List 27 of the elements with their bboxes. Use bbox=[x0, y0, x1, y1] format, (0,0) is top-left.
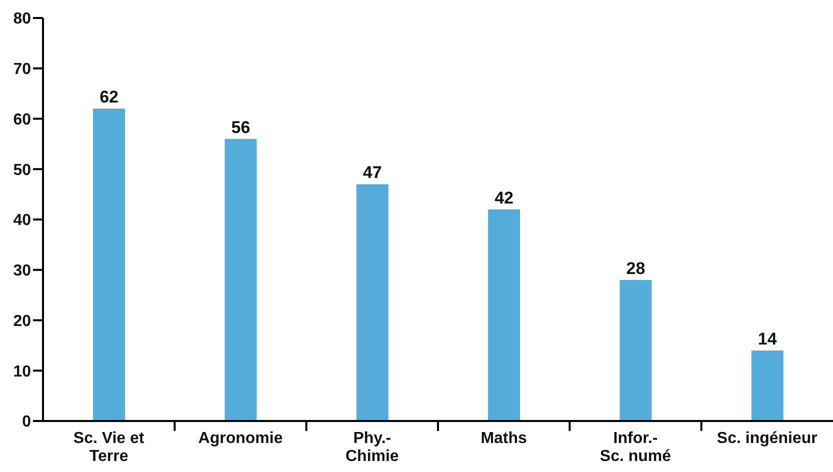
y-tick-label: 10 bbox=[13, 363, 32, 380]
y-tick-label: 30 bbox=[13, 262, 32, 280]
x-tick-label: Maths bbox=[480, 430, 528, 447]
y-tick-label: 70 bbox=[13, 61, 32, 78]
y-tick-label: 80 bbox=[13, 10, 32, 28]
x-tick-label: Agronomie bbox=[198, 430, 283, 447]
data-label: 14 bbox=[758, 329, 778, 348]
y-tick-label: 50 bbox=[13, 162, 32, 179]
bar bbox=[488, 209, 520, 421]
x-tick-label: Phy.-Chimie bbox=[345, 430, 399, 465]
x-tick-label: Sc. Vie et Terre bbox=[73, 430, 145, 465]
bar bbox=[93, 108, 126, 421]
y-tick-label: 60 bbox=[13, 111, 32, 128]
x-tick-label: Sc. ingénieur bbox=[716, 430, 818, 447]
data-label: 28 bbox=[626, 258, 646, 278]
bar bbox=[620, 280, 652, 421]
data-label: 47 bbox=[362, 163, 382, 182]
data-label: 42 bbox=[494, 188, 514, 208]
bar bbox=[356, 184, 388, 421]
bar bbox=[751, 350, 784, 421]
y-tick-label: 20 bbox=[13, 312, 32, 330]
y-tick-label: 0 bbox=[22, 414, 32, 431]
data-label: 56 bbox=[231, 118, 250, 137]
bar bbox=[224, 138, 257, 421]
x-tick-label: Infor.-Sc. numé bbox=[600, 430, 672, 465]
data-label: 62 bbox=[100, 88, 118, 107]
y-tick-label: 40 bbox=[13, 212, 32, 230]
